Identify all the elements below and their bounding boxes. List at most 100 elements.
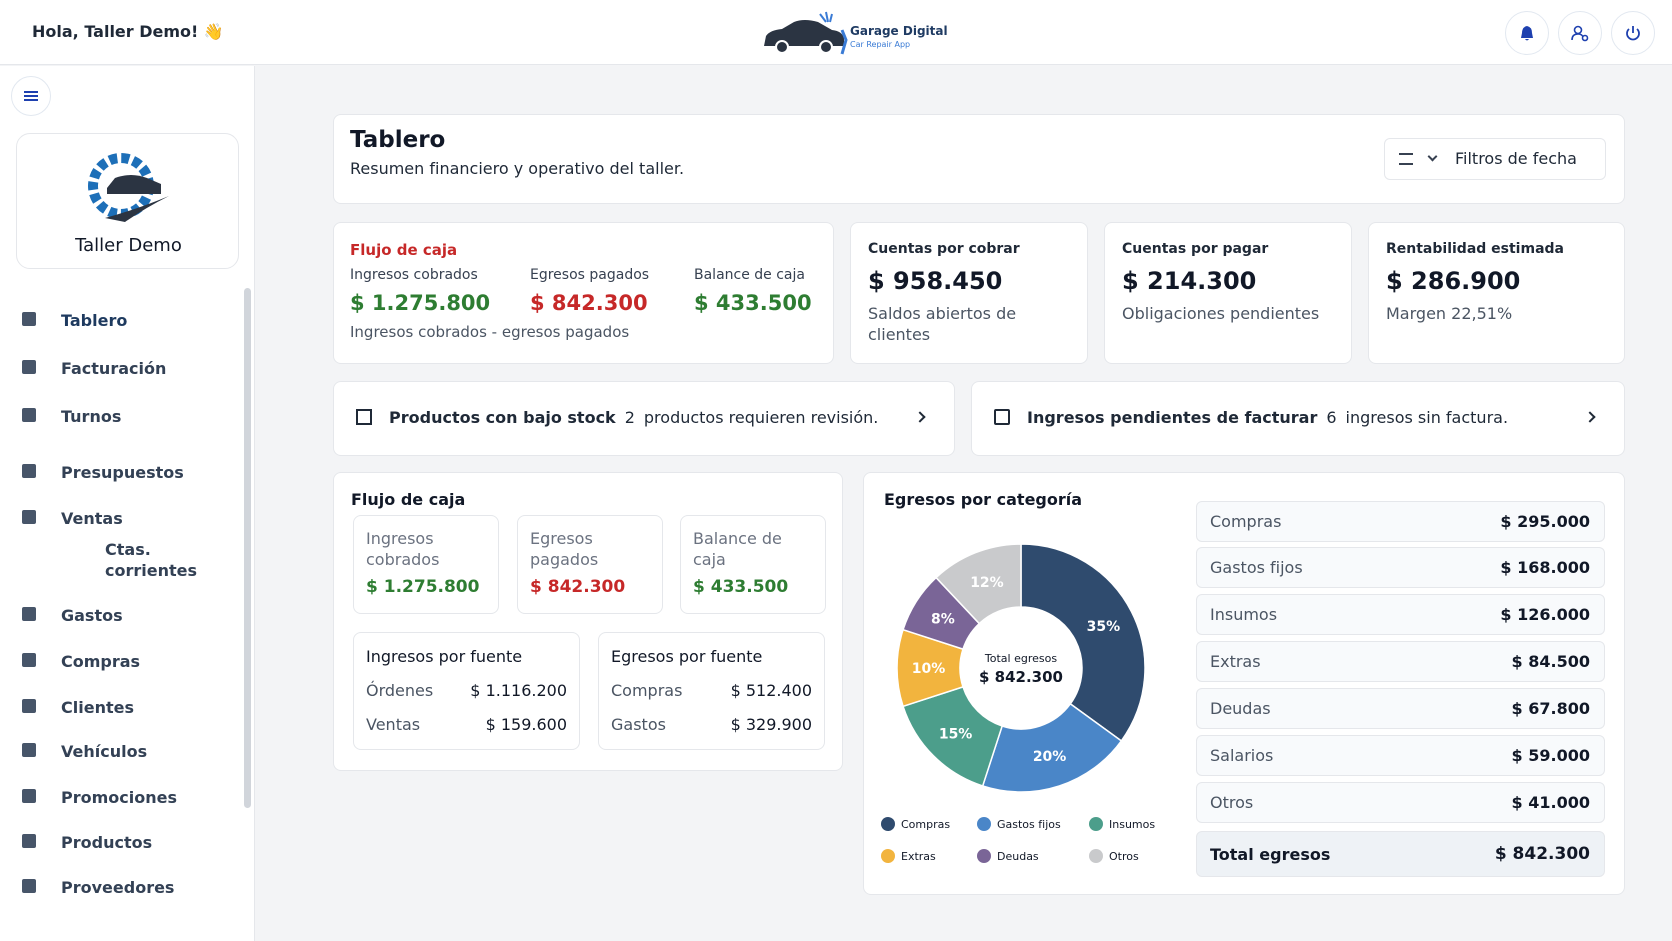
logout-button[interactable]	[1611, 11, 1655, 55]
source-amount: $ 512.400	[730, 681, 812, 700]
icon	[1521, 26, 1533, 41]
kpi-card: Rentabilidad estimada $ 286.900 Margen 22,…	[1368, 222, 1625, 364]
menu-item[interactable]: Clientes	[14, 688, 240, 724]
menu-icon	[22, 789, 36, 803]
kpi-value: $ 214.300	[1122, 267, 1257, 295]
alert-message: ingresos sin factura.	[1345, 408, 1509, 427]
menu-icon	[22, 879, 36, 893]
flow-label: Balance de caja	[693, 529, 782, 569]
source-name: Órdenes	[366, 681, 434, 700]
legend-label: Insumos	[1109, 818, 1155, 831]
chevron	[1584, 411, 1596, 423]
menu-toggle[interactable]	[11, 76, 51, 116]
expense-name: Extras	[1210, 652, 1261, 671]
total-label: Total egresos	[1210, 845, 1331, 864]
expense-name: Salarios	[1210, 746, 1274, 765]
source-card: Egresos por fuente Compras $ 512.400 Gastos…	[598, 632, 825, 750]
menu-item[interactable]: Tablero	[14, 301, 240, 337]
menu-label: Vehículos	[61, 742, 148, 761]
workshop-card: Taller Demo	[16, 133, 239, 269]
icon	[1571, 25, 1589, 42]
legend-dot	[977, 817, 991, 831]
menu-item[interactable]: Proveedores	[14, 868, 240, 904]
bell	[1521, 26, 1533, 41]
legend-dot	[1089, 817, 1103, 831]
date-filter-button[interactable]: Filtros de fecha	[1384, 138, 1606, 180]
expense-total-row: Total egresos $ 842.300	[1196, 831, 1605, 877]
chevron	[914, 411, 926, 423]
alert-text: Ingresos pendientes de facturar 6 ingresos…	[1027, 408, 1508, 427]
hamburger-mid	[24, 95, 38, 97]
scrollbar	[244, 288, 251, 808]
source-name: Gastos	[611, 715, 666, 734]
menu-item[interactable]: Promociones	[14, 778, 240, 814]
alert-card[interactable]: Ingresos pendientes de facturar 6 ingresos…	[971, 381, 1625, 456]
menu-item[interactable]: Gastos	[14, 596, 240, 632]
legend-dot	[881, 817, 895, 831]
alert-card[interactable]: Productos con bajo stock 2 productos requi…	[333, 381, 955, 456]
legend-dot	[1089, 849, 1103, 863]
source-title: Ingresos por fuente	[366, 647, 523, 666]
kpi-label: Cuentas por pagar	[1122, 241, 1269, 257]
menu-label: Tablero	[61, 311, 128, 330]
menu-label: Ventas	[61, 509, 123, 528]
cash-flow-panel: Flujo de caja Ingresos cobrados $ 1.275.80…	[333, 472, 843, 771]
legend-label: Gastos fijos	[997, 818, 1061, 831]
menu-label: Facturación	[61, 359, 167, 378]
flow-card: Ingresos cobrados $ 1.275.800	[353, 515, 499, 614]
menu-icon	[22, 408, 36, 422]
expense-row: Gastos fijos $ 168.000	[1196, 547, 1605, 588]
power	[1626, 28, 1640, 41]
flow-card: Balance de caja $ 433.500	[680, 515, 826, 614]
donut-chart: 35% 20% 15% 10% 8% 12% Total egresos $ 842.300 C…	[881, 543, 1155, 863]
page-title: Tablero	[350, 127, 446, 153]
notifications-button[interactable]	[1505, 11, 1549, 55]
menu-item[interactable]: Presupuestos	[14, 453, 240, 489]
menu-label: Compras	[61, 652, 141, 671]
expense-amount: $ 59.000	[1511, 746, 1590, 765]
kpi-card: Cuentas por pagar $ 214.300 Obligaciones p…	[1104, 222, 1352, 364]
icon	[1626, 26, 1640, 41]
slice-label: 35%	[1087, 619, 1121, 635]
menu-item[interactable]: Turnos	[14, 397, 240, 433]
title-card: Tablero Resumen financiero y operativo de…	[333, 114, 1625, 204]
menu-icon	[22, 312, 36, 326]
flow-value: $ 1.275.800	[366, 577, 480, 597]
source-amount: $ 1.116.200	[470, 681, 567, 700]
expense-amount: $ 84.500	[1511, 652, 1590, 671]
expense-name: Deudas	[1210, 699, 1271, 718]
expense-name: Gastos fijos	[1210, 558, 1303, 577]
flow-value: $ 433.500	[693, 577, 789, 597]
menu-item[interactable]: Facturación	[14, 349, 240, 385]
slice-label: 10%	[912, 661, 946, 677]
total-amount: $ 842.300	[1494, 844, 1590, 864]
source-name: Ventas	[366, 715, 421, 734]
menu-item[interactable]: Productos	[14, 823, 240, 859]
expense-name: Otros	[1210, 793, 1254, 812]
cash-flow-kpi: Flujo de caja Ingresos cobrados $ 1.275.80…	[333, 222, 834, 364]
donut-slice	[1020, 543, 1146, 742]
alert-count: 6	[1326, 408, 1337, 427]
menu-label: Clientes	[61, 698, 134, 717]
alert-title: Productos con bajo stock	[389, 408, 616, 427]
expense-row: Extras $ 84.500	[1196, 641, 1605, 682]
menu-item[interactable]: Ventas	[14, 499, 240, 535]
menu-label: Proveedores	[61, 878, 175, 897]
source-name: Compras	[611, 681, 683, 700]
kpi-note: Margen 22,51%	[1386, 304, 1513, 323]
menu-item[interactable]: Vehículos	[14, 732, 240, 768]
profile-button[interactable]	[1558, 11, 1602, 55]
kpi-value: $ 1.275.800	[350, 291, 491, 315]
alert-message: productos requieren revisión.	[643, 408, 879, 427]
center-label: Total egresos	[984, 652, 1057, 665]
menu-item[interactable]: Compras	[14, 642, 240, 678]
legend-dot	[881, 849, 895, 863]
hamburger-icon	[24, 91, 38, 101]
kpi-value: $ 433.500	[694, 291, 812, 315]
panel-title: Flujo de caja	[351, 490, 466, 509]
donut-slice	[981, 702, 1123, 793]
expense-amount: $ 168.000	[1500, 558, 1590, 577]
menu-item[interactable]: Ctas. corrientes	[14, 535, 240, 583]
filter-label: Filtros de fecha	[1455, 149, 1577, 168]
menu-icon	[22, 464, 36, 478]
